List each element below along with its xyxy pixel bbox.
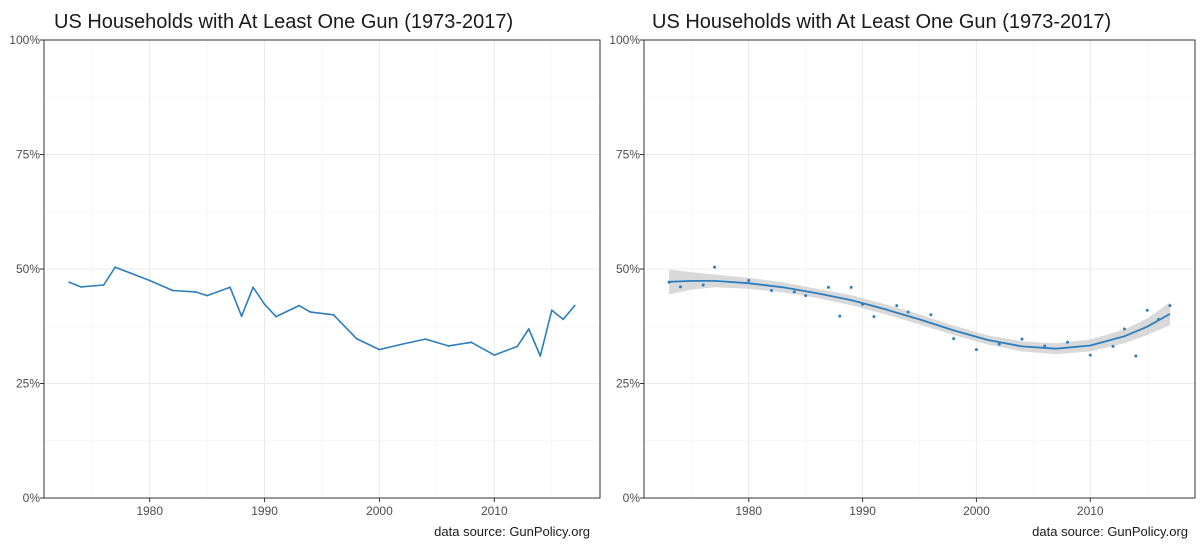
chart-title-2: US Households with At Least One Gun (197… [652,11,1111,33]
data-point [849,285,853,289]
chart-caption: data source: GunPolicy.org [434,524,590,539]
data-point [1122,327,1126,331]
data-point [527,328,530,330]
y-tick-label: 50% [16,262,40,276]
data-point [1134,354,1138,358]
data-point [952,337,956,341]
data-point [148,279,151,282]
data-point [1043,344,1047,348]
data-point [240,315,243,318]
data-point [747,278,751,282]
data-point [229,286,231,289]
data-point [1020,337,1024,341]
data-point [573,304,576,307]
y-tick-label: 75% [16,148,40,162]
data-point [206,294,209,297]
data-point [79,285,82,288]
y-tick-label: 25% [616,377,640,391]
data-point [401,343,404,346]
panel-border [43,39,601,499]
x-tick-label: 1980 [136,504,163,518]
data-point [68,281,71,284]
data-point [1111,344,1115,348]
data-point [102,284,105,286]
x-tick-label: 2010 [481,504,508,518]
data-point [974,348,978,352]
data-point [539,355,542,357]
chart-caption: data source: GunPolicy.org [1032,524,1188,539]
data-point [263,303,266,306]
x-tick-label: 1990 [251,504,278,518]
data-point [701,283,705,287]
data-point [895,304,899,308]
data-point [872,315,876,319]
y-tick-label: 0% [23,491,41,505]
data-point [826,285,830,289]
data-point [516,345,519,348]
data-point [194,291,197,293]
y-tick-label: 0% [623,491,641,505]
data-point [770,289,774,293]
y-tick-label: 100% [609,33,640,47]
y-tick-label: 50% [616,262,640,276]
data-point [424,338,427,340]
smooth-line [668,279,1171,350]
data-point [804,294,808,298]
data-point [1168,304,1172,308]
data-point [447,345,450,347]
y-tick-label: 100% [9,33,40,47]
y-tick-label: 75% [616,148,640,162]
data-point [550,309,553,312]
data-point [906,310,910,314]
data-point [355,337,358,340]
x-tick-label: 2000 [366,504,393,518]
data-point [252,286,254,289]
data-point [470,341,473,344]
data-point [171,289,174,292]
y-tick-label: 25% [16,377,40,391]
data-point [997,342,1001,346]
x-tick-label: 1990 [849,504,876,518]
data-point [275,315,277,318]
data-point [309,311,312,313]
data-point [114,266,117,269]
data-point [562,318,565,321]
data-point [838,314,842,318]
data-point [1088,353,1092,357]
data-point [493,354,496,357]
data-point [332,313,335,316]
panel-border [643,39,1196,499]
data-point [298,304,300,307]
data-point [929,313,933,317]
data-point [713,265,717,269]
data-point [678,285,682,289]
data-point [1065,340,1069,344]
data-point [378,348,381,351]
data-point [1145,308,1149,312]
x-tick-label: 2000 [963,504,990,518]
data-point [792,290,796,294]
x-tick-label: 2010 [1077,504,1104,518]
chart-title-1: US Households with At Least One Gun (197… [54,11,513,33]
x-tick-label: 1980 [735,504,762,518]
